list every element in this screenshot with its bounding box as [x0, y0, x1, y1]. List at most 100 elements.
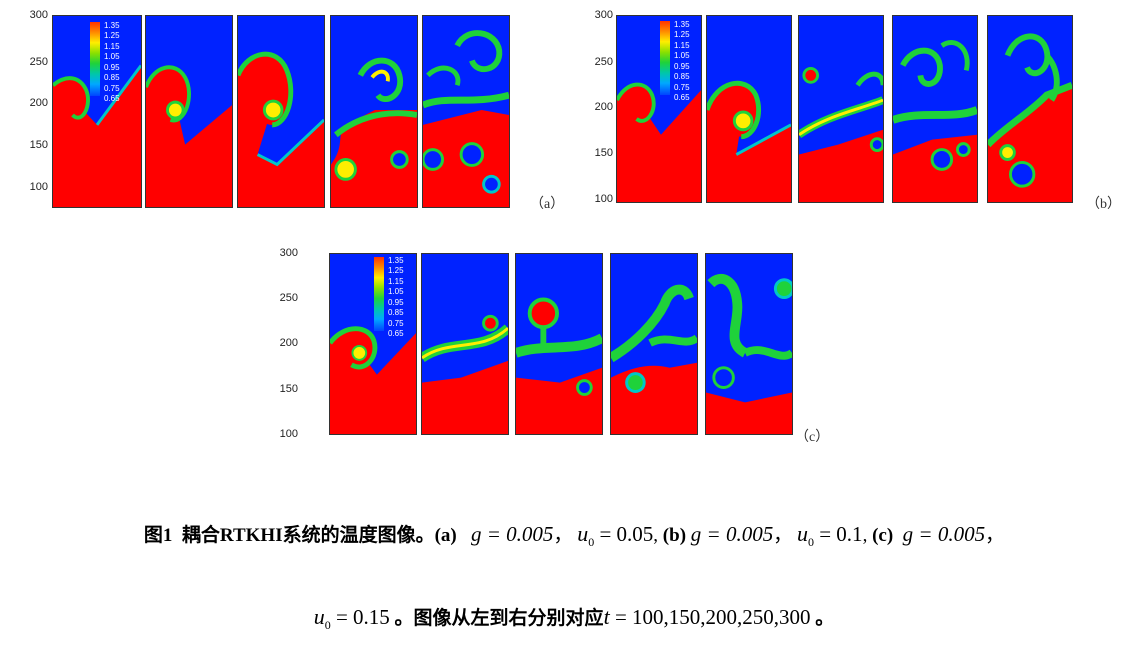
y-tick-150: 150	[29, 139, 48, 151]
temperature-field-b2	[707, 16, 791, 202]
separator: ,	[653, 525, 659, 546]
panel-b-t150	[706, 15, 792, 203]
y-tick-250: 250	[279, 292, 298, 304]
y-tick-250: 250	[29, 56, 48, 68]
caption-end: 。	[810, 608, 835, 629]
panel-b-t300	[987, 15, 1073, 203]
param-b-u: u	[796, 521, 808, 546]
legend-gradient	[374, 257, 384, 331]
y-tick-150: 150	[594, 147, 613, 159]
caption-text: 。图像从左到右分别对应	[389, 608, 604, 629]
panel-b-t100	[616, 15, 702, 203]
y-tick-200: 200	[279, 337, 298, 349]
panel-a-t300	[422, 15, 510, 208]
y-tick-100: 100	[279, 428, 298, 440]
subfigure-label-b: （b）	[1086, 197, 1121, 212]
subfigure-label-a: （a）	[530, 197, 565, 212]
legend-label: 0.75	[104, 84, 120, 93]
legend-label: 0.85	[104, 73, 120, 82]
temperature-field-b5	[988, 16, 1072, 202]
panel-c-t100	[329, 253, 417, 435]
panel-c-t200	[515, 253, 603, 435]
y-tick-200: 200	[594, 101, 613, 113]
param-b-g: g = 0.005	[690, 522, 774, 546]
legend-label: 1.25	[674, 30, 690, 39]
param-c-u-value: = 0.15	[330, 605, 390, 629]
y-tick-300: 300	[279, 247, 298, 259]
legend-label: 1.05	[674, 51, 690, 60]
legend-label: 1.25	[104, 31, 120, 40]
temperature-field-b1	[617, 16, 701, 202]
panel-a-t200	[237, 15, 325, 208]
temperature-field-b4	[893, 16, 977, 202]
figure-title: 耦合RTKHI系统的温度图像。	[181, 525, 435, 546]
panel-c-t300	[705, 253, 793, 435]
caption-line-1: 图1 耦合RTKHI系统的温度图像。(a) g = 0.005， u0 = 0.…	[0, 520, 1148, 550]
legend-label: 0.75	[388, 319, 404, 328]
subfigure-a: 300 250 200 150 100 1.35 1.25 1.15 1.05 …	[0, 0, 580, 215]
legend-label: 1.15	[674, 41, 690, 50]
legend-label: 1.35	[674, 20, 690, 29]
y-tick-300: 300	[594, 9, 613, 21]
legend-label: 1.35	[104, 21, 120, 30]
legend-label: 1.25	[388, 266, 404, 275]
panel-a-t150	[145, 15, 233, 208]
y-tick-100: 100	[594, 193, 613, 205]
figure-number: 图1	[143, 525, 173, 546]
label-c: (c)	[872, 525, 894, 546]
legend-label: 0.65	[674, 93, 690, 102]
separator: ，	[553, 525, 573, 546]
y-tick-150: 150	[279, 383, 298, 395]
color-legend: 1.35 1.25 1.15 1.05 0.95 0.85 0.75 0.65	[90, 21, 140, 103]
legend-label: 0.85	[388, 308, 404, 317]
legend-label: 0.95	[388, 298, 404, 307]
panel-c-t250	[610, 253, 698, 435]
legend-gradient	[660, 21, 670, 95]
legend-label: 1.05	[104, 52, 120, 61]
temperature-field-a2	[146, 16, 232, 207]
temperature-field-c3	[516, 254, 602, 434]
param-a-u-value: = 0.05	[594, 522, 654, 546]
subfigure-b: 300 250 200 150 100 1.35 1.25 1.15 1.05 …	[580, 0, 1148, 215]
legend-label: 0.95	[104, 63, 120, 72]
param-t: t	[603, 604, 610, 629]
y-tick-300: 300	[29, 9, 48, 21]
temperature-field-a3	[238, 16, 324, 207]
temperature-field-c5	[706, 254, 792, 434]
temperature-field-c4	[611, 254, 697, 434]
param-a-u-sub: 0	[588, 534, 595, 549]
legend-label: 0.65	[104, 94, 120, 103]
label-a: (a)	[434, 525, 457, 546]
param-c-u: u	[313, 604, 325, 629]
param-t-values: = 100,150,200,250,300	[609, 605, 811, 629]
legend-label: 0.65	[388, 329, 404, 338]
param-b-u-value: = 0.1	[813, 522, 863, 546]
y-tick-100: 100	[29, 181, 48, 193]
subfigure-label-c: （c）	[795, 430, 830, 445]
temperature-field-c1	[330, 254, 416, 434]
caption-line-2: u0 = 0.15 。图像从左到右分别对应t = 100,150,200,250…	[0, 603, 1148, 633]
separator: ，	[985, 525, 1005, 546]
color-legend: 1.35 1.25 1.15 1.05 0.95 0.85 0.75 0.65	[374, 256, 418, 338]
legend-gradient	[90, 22, 100, 96]
legend-label: 1.15	[104, 42, 120, 51]
temperature-field-a5	[423, 16, 509, 207]
temperature-field-a4	[331, 16, 417, 207]
param-a-g: g = 0.005	[471, 522, 554, 546]
param-a-u: u	[577, 521, 589, 546]
param-c-u-sub: 0	[324, 617, 331, 632]
param-c-g: g = 0.005	[902, 522, 986, 546]
legend-label: 0.85	[674, 72, 690, 81]
temperature-field-c2	[422, 254, 508, 434]
panel-c-t150	[421, 253, 509, 435]
label-b: (b)	[662, 525, 687, 546]
legend-label: 1.35	[388, 256, 404, 265]
legend-label: 0.95	[674, 62, 690, 71]
separator: ,	[862, 525, 868, 546]
panel-b-t200	[798, 15, 884, 203]
param-b-u-sub: 0	[807, 534, 814, 549]
legend-label: 1.15	[388, 277, 404, 286]
y-tick-200: 200	[29, 97, 48, 109]
subfigure-c: 300 250 200 150 100 1.35 1.25 1.15 1.05 …	[270, 240, 870, 445]
color-legend: 1.35 1.25 1.15 1.05 0.95 0.85 0.75 0.65	[660, 20, 700, 102]
